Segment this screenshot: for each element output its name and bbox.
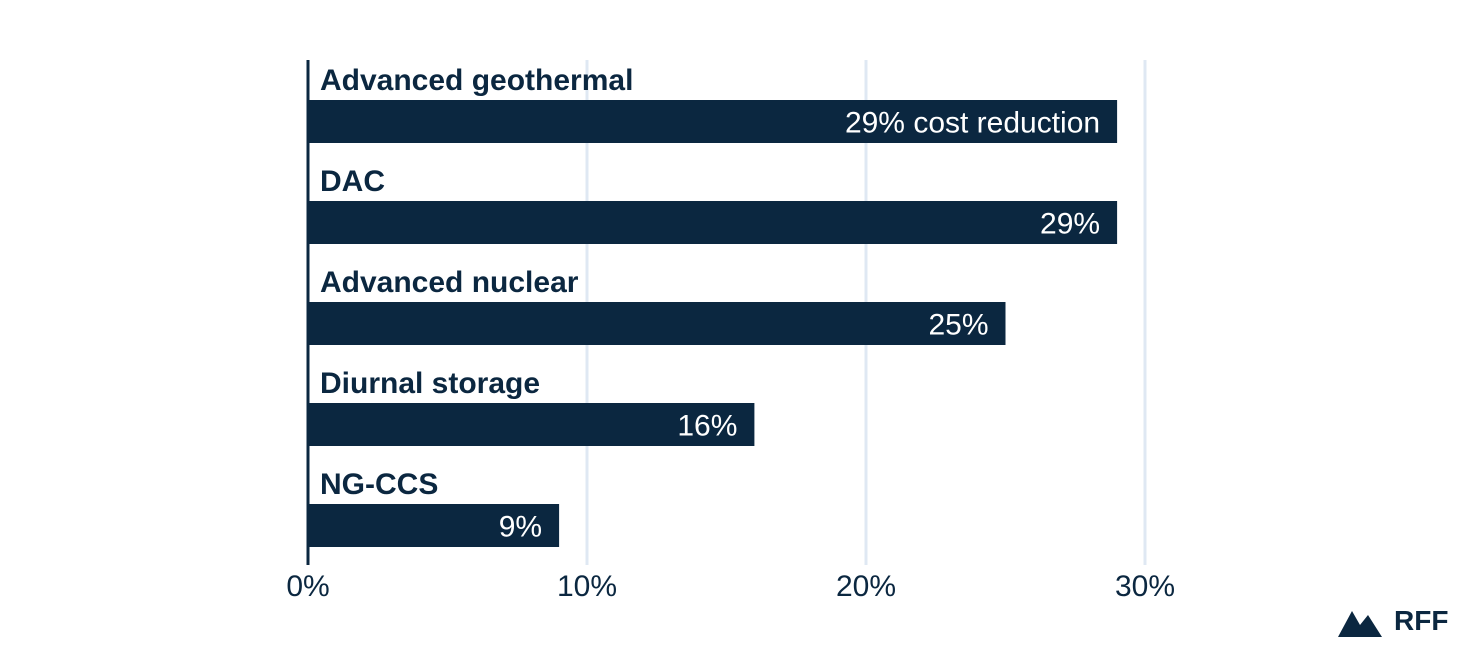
category-label: DAC	[320, 165, 385, 198]
bars: Advanced geothermal 29% cost reduction DAC…	[308, 64, 1118, 547]
bar	[308, 504, 560, 547]
x-tick-label: 0%	[286, 570, 329, 600]
bar	[308, 201, 1118, 244]
x-tick-label: 30%	[1115, 570, 1175, 600]
x-tick-label: 10%	[557, 570, 617, 600]
category-label: Advanced geothermal	[320, 64, 633, 97]
rff-logo: RFF	[1338, 602, 1458, 640]
mountain-icon	[1338, 611, 1382, 637]
bar-value-label: 29% cost reduction	[845, 107, 1100, 140]
bar-value-label: 29%	[1040, 208, 1100, 241]
bar-value-label: 16%	[677, 410, 737, 443]
bar	[308, 100, 1118, 143]
bar-chart: Advanced geothermal 29% cost reduction DAC…	[286, 60, 1175, 600]
bar-value-label: 9%	[499, 511, 542, 544]
x-axis-ticks: 0% 10% 20% 30%	[286, 570, 1175, 600]
logo-text: RFF	[1394, 605, 1449, 636]
bar-value-label: 25%	[928, 309, 988, 342]
bar	[308, 403, 755, 446]
x-tick-label: 20%	[836, 570, 896, 600]
category-label: Advanced nuclear	[320, 266, 579, 299]
bar	[308, 302, 1006, 345]
category-label: Diurnal storage	[320, 367, 540, 400]
category-label: NG-CCS	[320, 468, 438, 501]
